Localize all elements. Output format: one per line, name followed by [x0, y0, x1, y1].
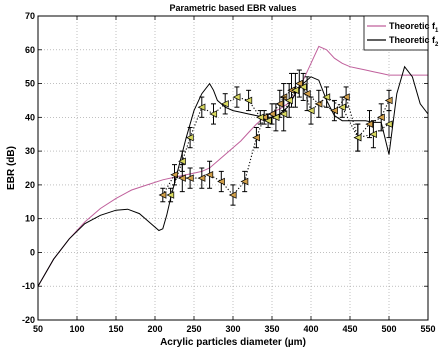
- data-point: [259, 113, 268, 122]
- x-tick-label: 200: [147, 324, 162, 334]
- data-point: [252, 133, 260, 142]
- data-point: [240, 177, 249, 186]
- data-point: [306, 106, 315, 115]
- data-point: [384, 120, 393, 128]
- data-point: [267, 110, 276, 118]
- x-tick-label: 450: [342, 324, 357, 334]
- data-point: [298, 83, 307, 91]
- data-point: [166, 191, 175, 199]
- data-point: [244, 96, 253, 105]
- x-tick-label: 150: [108, 324, 123, 334]
- legend-entry: Theoretic f1: [389, 21, 439, 34]
- y-tick-label: 60: [25, 45, 35, 55]
- plot-area: [38, 16, 428, 320]
- data-point: [369, 130, 377, 138]
- data-point: [217, 177, 225, 186]
- y-tick-label: 70: [25, 11, 35, 21]
- data-point: [178, 174, 186, 182]
- data-point: [341, 93, 350, 101]
- measurement-series: [158, 69, 393, 206]
- data-point: [284, 96, 293, 105]
- data-point: [302, 89, 311, 98]
- data-point: [185, 133, 194, 142]
- data-point: [232, 93, 241, 101]
- y-tick-label: -20: [22, 315, 35, 325]
- data-point: [197, 174, 206, 182]
- y-tick-label: 50: [25, 79, 35, 89]
- data-point: [376, 113, 385, 122]
- data-point: [205, 170, 214, 179]
- chart-title: Parametric based EBR values: [169, 3, 296, 13]
- x-tick-label: 500: [381, 324, 396, 334]
- measurement-group: [166, 72, 393, 203]
- y-tick-label: 30: [25, 146, 35, 156]
- x-axis-label: Acrylic particles diameter (µm): [160, 337, 306, 348]
- data-point: [384, 96, 393, 105]
- data-point: [322, 93, 331, 101]
- data-point: [271, 113, 280, 122]
- legend-entry: Theoretic f2: [389, 35, 439, 48]
- legend-box: [363, 15, 429, 51]
- plot-frame: [37, 15, 429, 321]
- data-point: [279, 110, 288, 118]
- data-point: [337, 103, 346, 111]
- data-point: [295, 79, 303, 88]
- data-point: [263, 116, 272, 125]
- data-point: [178, 157, 186, 166]
- x-tick-label: 100: [69, 324, 84, 334]
- data-point: [353, 133, 362, 142]
- y-tick-label: 40: [25, 112, 35, 122]
- data-point: [365, 120, 374, 128]
- y-tick-label: 10: [25, 214, 35, 224]
- y-tick-label: 20: [25, 180, 35, 190]
- data-point: [209, 110, 218, 118]
- y-axis-label: EBR (dB): [6, 146, 17, 190]
- data-point: [291, 86, 299, 95]
- x-tick-label: 550: [420, 324, 435, 334]
- x-tick-label: 50: [33, 324, 43, 334]
- x-tick-label: 300: [225, 324, 240, 334]
- data-point: [220, 100, 229, 108]
- x-tick-label: 350: [264, 324, 279, 334]
- data-point: [256, 113, 264, 122]
- data-point: [228, 191, 237, 199]
- theory-curve: [37, 65, 429, 287]
- axes: 50 100 150 200 250 300 350 400 450 500 550 -20 -10 0 1…: [22, 11, 436, 334]
- data-point: [275, 100, 284, 108]
- x-tick-label: 250: [186, 324, 201, 334]
- data-point: [197, 103, 206, 111]
- x-tick-label: 400: [303, 324, 318, 334]
- data-point: [170, 170, 179, 179]
- data-point: [185, 174, 194, 182]
- y-tick-label: 0: [30, 247, 35, 257]
- y-tick-label: -10: [22, 281, 35, 291]
- data-point: [158, 191, 167, 199]
- data-point: [330, 106, 338, 115]
